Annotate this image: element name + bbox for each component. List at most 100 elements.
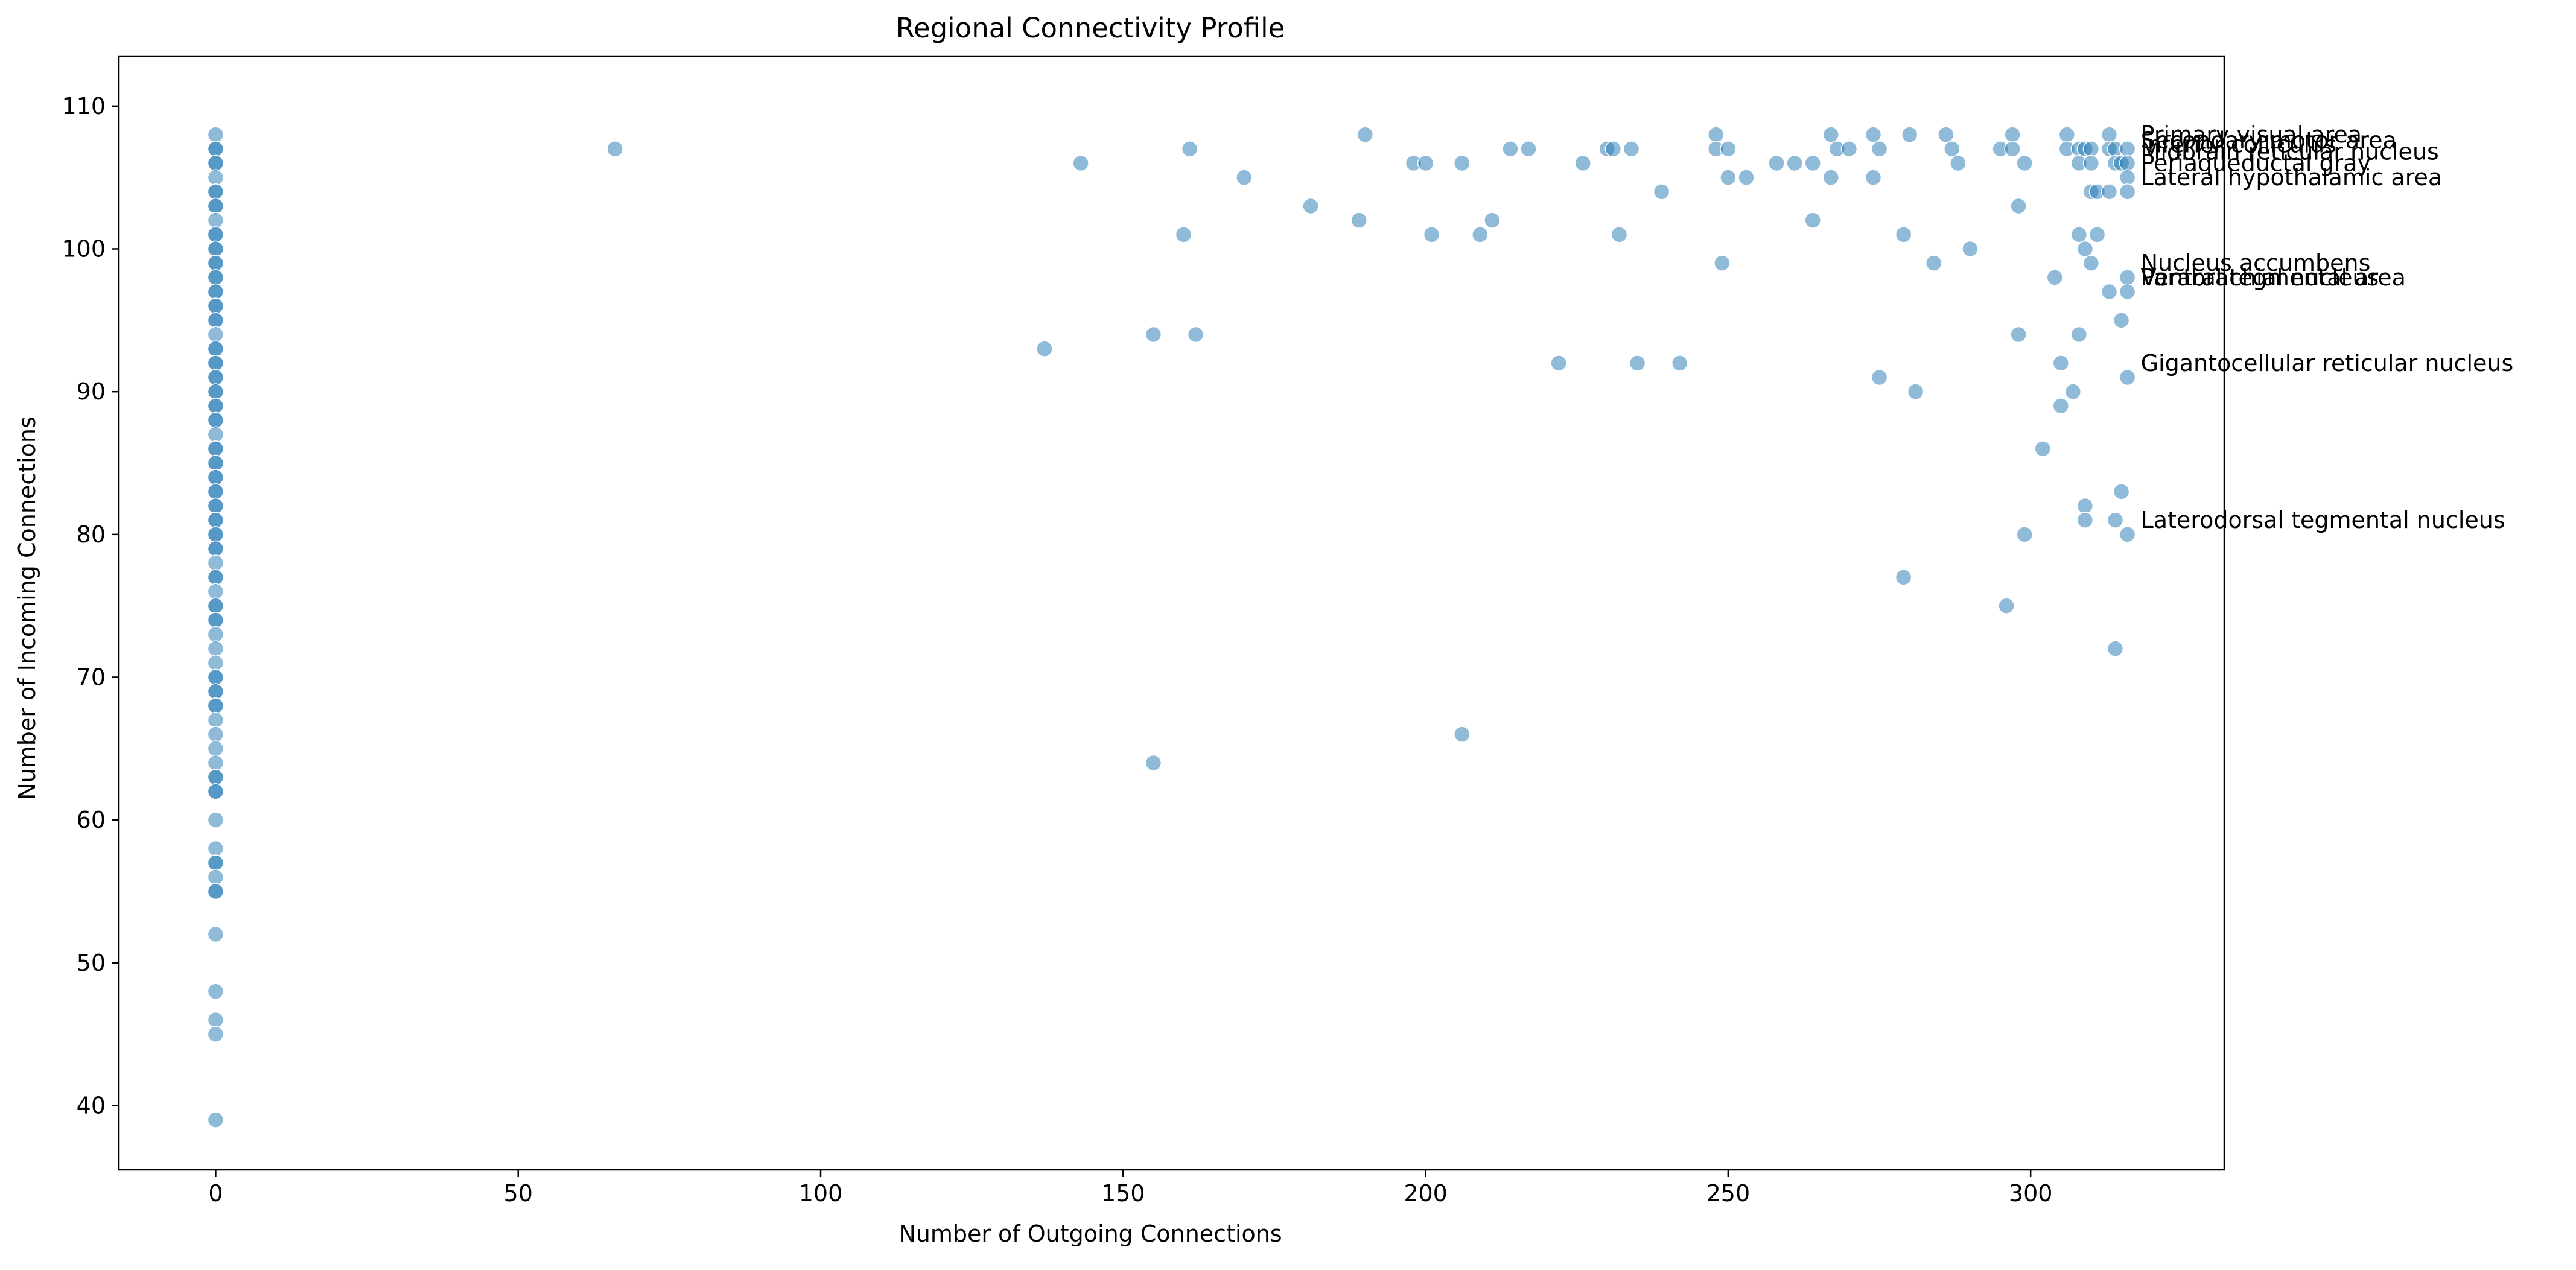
scatter-point: [207, 1011, 224, 1029]
scatter-point: [1453, 726, 1471, 743]
scatter-point: [1907, 383, 1924, 400]
scatter-point: [1708, 126, 1725, 143]
y-axis-label: Number of Incoming Connections: [14, 416, 40, 800]
scatter-point: [1611, 226, 1628, 243]
scatter-point: [1871, 369, 1888, 386]
point-annotation: Ventral tegmental area: [2141, 264, 2406, 291]
scatter-point: [2088, 226, 2106, 243]
scatter-point: [1871, 141, 1888, 157]
scatter-point: [207, 340, 224, 357]
point-annotation: Inferior colliculus: [2141, 132, 2336, 158]
scatter-point: [207, 811, 224, 828]
scatter-point: [1822, 169, 1840, 186]
scatter-point: [1938, 126, 1954, 143]
scatter-point: [2034, 440, 2051, 457]
scatter-point: [2016, 154, 2033, 172]
scatter-point: [1671, 355, 1688, 372]
scatter-point: [207, 854, 224, 871]
scatter-point: [207, 668, 224, 686]
scatter-point: [2082, 255, 2100, 271]
plot-frame: [118, 55, 2225, 1171]
scatter-point: [207, 569, 224, 586]
scatter-point: [1574, 154, 1592, 172]
y-tick-label: 90: [77, 378, 106, 405]
scatter-point: [207, 183, 224, 200]
scatter-point: [1822, 126, 1840, 143]
scatter-point: [1520, 141, 1537, 157]
scatter-point: [207, 169, 224, 186]
scatter-point: [207, 240, 224, 258]
point-annotation: Laterodorsal tegmental nucleus: [2141, 507, 2505, 533]
scatter-point: [2004, 126, 2021, 143]
scatter-point: [1550, 355, 1567, 372]
scatter-point: [207, 540, 224, 557]
scatter-point: [207, 283, 224, 300]
y-tick-label: 60: [77, 807, 106, 833]
scatter-point: [207, 440, 224, 457]
scatter-point: [2046, 269, 2064, 286]
scatter-point: [207, 640, 224, 657]
scatter-point: [1417, 154, 1434, 172]
scatter-point: [2004, 141, 2021, 157]
scatter-point: [207, 398, 224, 414]
scatter-point: [1768, 154, 1785, 172]
x-tick-label: 300: [2009, 1180, 2053, 1207]
scatter-point: [207, 312, 224, 329]
scatter-point: [207, 869, 224, 886]
scatter-point: [1901, 126, 1918, 143]
scatter-point: [1804, 212, 1821, 229]
scatter-point: [207, 154, 224, 172]
scatter-point: [207, 297, 224, 314]
scatter-point: [207, 197, 224, 215]
y-tick-label: 100: [62, 236, 106, 262]
scatter-point: [207, 426, 224, 443]
scatter-point: [207, 926, 224, 943]
point-annotation: Primary visual area: [2141, 121, 2362, 148]
scatter-point: [1145, 754, 1162, 772]
scatter-point: [207, 883, 224, 900]
scatter-point: [2107, 512, 2124, 529]
scatter-point: [207, 126, 224, 143]
scatter-point: [1484, 212, 1501, 229]
point-annotation: Gigantocellular reticular nucleus: [2141, 350, 2514, 376]
scatter-point: [1950, 154, 1967, 172]
x-tick-label: 150: [1101, 1180, 1145, 1207]
scatter-point: [1350, 212, 1368, 229]
axis-ticks: 0 50 100 150 200 250 300 40 50 60 70 80 90 100 110: [62, 93, 2052, 1207]
scatter-point: [1175, 226, 1192, 243]
scatter-point: [2052, 355, 2070, 372]
scatter-point: [207, 726, 224, 743]
scatter-point: [207, 212, 224, 229]
scatter-point: [1653, 183, 1670, 200]
scatter-point: [1865, 169, 1882, 186]
scatter-point: [207, 269, 224, 286]
scatter-point: [2119, 141, 2136, 157]
scatter-point: [2010, 326, 2027, 343]
scatter-point: [2082, 154, 2100, 172]
y-tick-label: 70: [77, 664, 106, 691]
point-annotation: Parabrachial nucleus: [2141, 264, 2379, 291]
scatter-point: [207, 1111, 224, 1128]
point-annotation: Nucleus accumbens: [2141, 250, 2371, 276]
scatter-point: [207, 369, 224, 386]
scatter-point: [1962, 240, 1979, 258]
point-annotation: Periaqueductal gray: [2141, 150, 2371, 177]
scatter-point: [1181, 141, 1198, 157]
y-tick-label: 40: [77, 1093, 106, 1119]
scatter-point: [2070, 226, 2088, 243]
scatter-point: [2016, 526, 2033, 543]
scatter-point: [207, 683, 224, 700]
scatter-point: [207, 554, 224, 571]
point-annotation: Midbrain reticular nucleus: [2141, 139, 2439, 165]
scatter-point: [207, 740, 224, 757]
scatter-point: [207, 1026, 224, 1043]
scatter-point: [207, 612, 224, 629]
scatter-point: [2064, 383, 2082, 400]
x-tick-label: 100: [799, 1180, 843, 1207]
scatter-point: [2113, 483, 2130, 500]
scatter-point: [2010, 197, 2027, 215]
scatter-point: [207, 840, 224, 857]
scatter-point: [1804, 154, 1821, 172]
scatter-point: [207, 355, 224, 372]
scatter-point: [1356, 126, 1374, 143]
